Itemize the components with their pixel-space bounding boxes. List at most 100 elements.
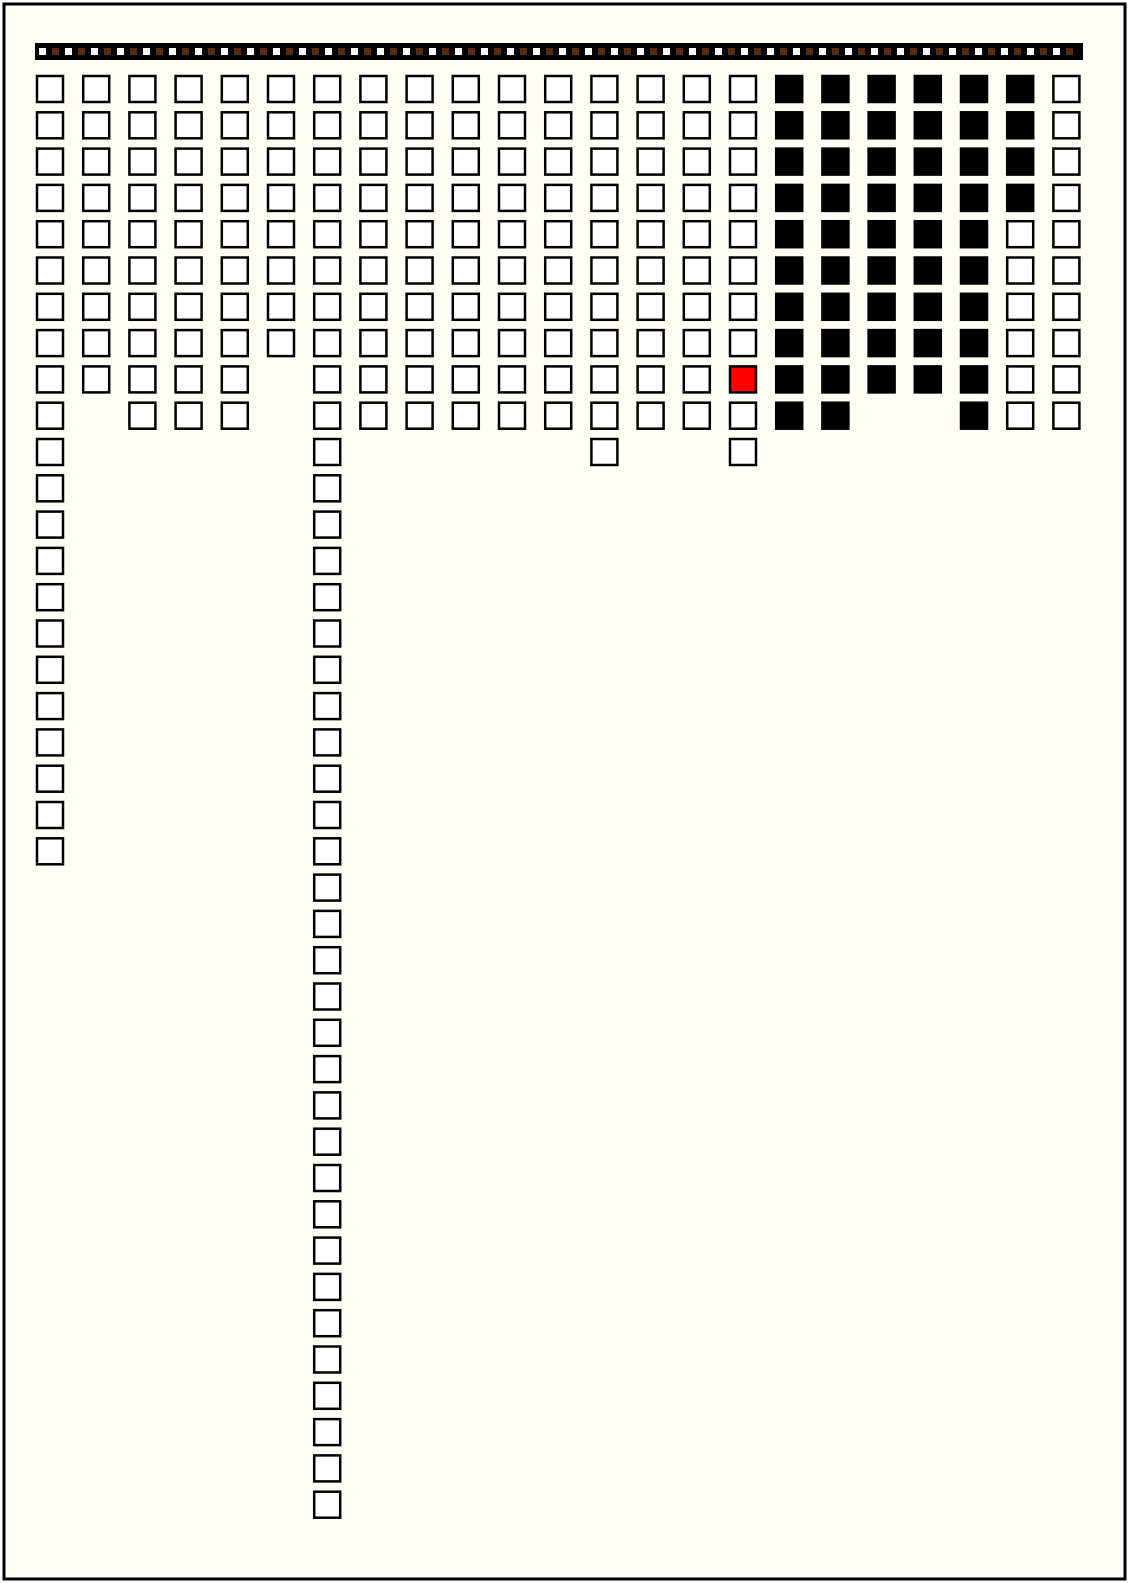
card-slot[interactable] — [497, 401, 527, 430]
card-slot[interactable] — [682, 74, 712, 104]
card-slot[interactable] — [497, 111, 527, 140]
card-slot[interactable] — [312, 437, 342, 467]
card-slot[interactable] — [312, 219, 342, 249]
card-slot[interactable] — [543, 219, 573, 249]
card-slot[interactable] — [451, 401, 481, 430]
card-slot[interactable] — [220, 183, 250, 213]
card-slot[interactable] — [1052, 292, 1081, 322]
card-slot[interactable] — [312, 328, 342, 358]
card-slot[interactable] — [312, 1127, 342, 1156]
card-slot[interactable] — [312, 655, 342, 685]
card-slot[interactable] — [590, 437, 619, 467]
card-slot[interactable] — [1005, 328, 1035, 358]
card-slot[interactable] — [405, 401, 434, 430]
card-slot[interactable] — [1005, 219, 1035, 249]
card-slot[interactable] — [636, 401, 665, 430]
card-slot[interactable] — [821, 183, 850, 213]
card-slot[interactable] — [913, 111, 943, 140]
card-slot[interactable] — [174, 74, 203, 104]
card-slot[interactable] — [220, 256, 250, 285]
card-slot[interactable] — [728, 328, 758, 358]
card-slot[interactable] — [312, 365, 342, 394]
card-slot[interactable] — [405, 292, 434, 322]
card-slot[interactable] — [312, 1236, 342, 1265]
card-slot[interactable] — [266, 292, 296, 322]
card-slot[interactable] — [682, 292, 712, 322]
card-slot[interactable] — [312, 510, 342, 539]
card-slot[interactable] — [682, 147, 712, 176]
card-slot[interactable] — [220, 111, 250, 140]
card-slot[interactable] — [128, 365, 157, 394]
card-slot[interactable] — [728, 365, 758, 394]
card-slot[interactable] — [1005, 183, 1035, 213]
card-slot[interactable] — [174, 219, 203, 249]
card-slot[interactable] — [959, 183, 989, 213]
card-slot[interactable] — [312, 147, 342, 176]
card-slot[interactable] — [128, 328, 157, 358]
card-slot[interactable] — [1052, 401, 1081, 430]
card-slot[interactable] — [821, 292, 850, 322]
card-slot[interactable] — [312, 1381, 342, 1411]
card-slot[interactable] — [35, 437, 65, 467]
card-slot[interactable] — [405, 365, 434, 394]
card-slot[interactable] — [220, 401, 250, 430]
card-slot[interactable] — [451, 365, 481, 394]
card-slot[interactable] — [543, 147, 573, 176]
card-slot[interactable] — [312, 1345, 342, 1374]
card-slot[interactable] — [174, 365, 203, 394]
card-slot[interactable] — [451, 292, 481, 322]
card-slot[interactable] — [81, 147, 111, 176]
card-slot[interactable] — [1052, 74, 1081, 104]
card-slot[interactable] — [359, 183, 388, 213]
card-slot[interactable] — [451, 219, 481, 249]
card-slot[interactable] — [774, 183, 804, 213]
card-slot[interactable] — [359, 74, 388, 104]
card-slot[interactable] — [35, 74, 65, 104]
card-slot[interactable] — [312, 401, 342, 430]
card-slot[interactable] — [312, 728, 342, 757]
card-slot[interactable] — [312, 1018, 342, 1048]
card-slot[interactable] — [913, 147, 943, 176]
card-slot[interactable] — [312, 909, 342, 939]
card-slot[interactable] — [590, 401, 619, 430]
card-slot[interactable] — [312, 582, 342, 612]
card-slot[interactable] — [1005, 74, 1035, 104]
card-slot[interactable] — [312, 691, 342, 721]
card-slot[interactable] — [405, 328, 434, 358]
card-slot[interactable] — [35, 655, 65, 685]
card-slot[interactable] — [774, 74, 804, 104]
card-slot[interactable] — [959, 365, 989, 394]
card-slot[interactable] — [35, 800, 65, 830]
card-slot[interactable] — [497, 328, 527, 358]
card-slot[interactable] — [35, 582, 65, 612]
card-slot[interactable] — [497, 256, 527, 285]
card-slot[interactable] — [636, 256, 665, 285]
card-slot[interactable] — [543, 183, 573, 213]
card-slot[interactable] — [266, 147, 296, 176]
card-slot[interactable] — [312, 945, 342, 975]
card-slot[interactable] — [543, 256, 573, 285]
card-slot[interactable] — [913, 219, 943, 249]
card-slot[interactable] — [312, 764, 342, 793]
card-slot[interactable] — [405, 74, 434, 104]
card-slot[interactable] — [728, 401, 758, 430]
card-slot[interactable] — [35, 219, 65, 249]
card-slot[interactable] — [35, 183, 65, 213]
card-slot[interactable] — [590, 74, 619, 104]
card-slot[interactable] — [312, 1308, 342, 1338]
card-slot[interactable] — [636, 111, 665, 140]
card-slot[interactable] — [266, 111, 296, 140]
card-slot[interactable] — [35, 474, 65, 503]
card-slot[interactable] — [867, 365, 896, 394]
card-slot[interactable] — [81, 219, 111, 249]
card-slot[interactable] — [913, 74, 943, 104]
card-slot[interactable] — [451, 147, 481, 176]
card-slot[interactable] — [543, 111, 573, 140]
card-slot[interactable] — [590, 365, 619, 394]
card-slot[interactable] — [774, 147, 804, 176]
card-slot[interactable] — [35, 764, 65, 793]
card-slot[interactable] — [81, 328, 111, 358]
card-slot[interactable] — [497, 219, 527, 249]
card-slot[interactable] — [682, 111, 712, 140]
card-slot[interactable] — [959, 328, 989, 358]
